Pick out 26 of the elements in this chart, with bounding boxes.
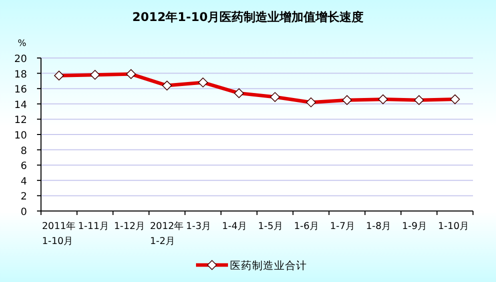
y-tick-label: 14 (14, 100, 27, 111)
x-tick-label: 1-11月 (78, 221, 110, 232)
y-tick-label: 2 (20, 192, 27, 203)
x-tick-label: 1-6月 (294, 221, 320, 232)
y-tick-label: 12 (14, 115, 27, 126)
y-tick-label: 18 (14, 69, 27, 80)
y-tick-label: 16 (14, 84, 27, 96)
x-tick-label: 1-9月 (402, 221, 428, 232)
x-tick-label: 2012年1-2月 (150, 220, 184, 247)
x-tick-label: 2011年1-10月 (42, 220, 76, 247)
y-axis-title: % (18, 39, 27, 49)
y-tick-label: 4 (20, 176, 27, 188)
legend-label: 医药制造业合计 (230, 259, 307, 272)
x-tick-label: 1-12月 (114, 221, 146, 232)
y-tick-label: 6 (20, 161, 27, 172)
y-tick-label: 0 (20, 207, 27, 218)
x-tick-label: 1-10月 (438, 221, 470, 232)
y-tick-label: 10 (14, 130, 27, 142)
y-tick-label: 8 (20, 146, 27, 157)
y-tick-label: 20 (14, 54, 27, 65)
x-tick-label: 1-5月 (258, 221, 284, 232)
x-tick-label: 1-3月 (186, 221, 212, 232)
x-tick-label: 1-4月 (222, 221, 248, 232)
chart-title: 2012年1-10月医药制造业增加值增长速度 (132, 10, 364, 24)
x-tick-label: 1-7月 (330, 221, 356, 232)
x-tick-label: 1-8月 (366, 221, 392, 232)
